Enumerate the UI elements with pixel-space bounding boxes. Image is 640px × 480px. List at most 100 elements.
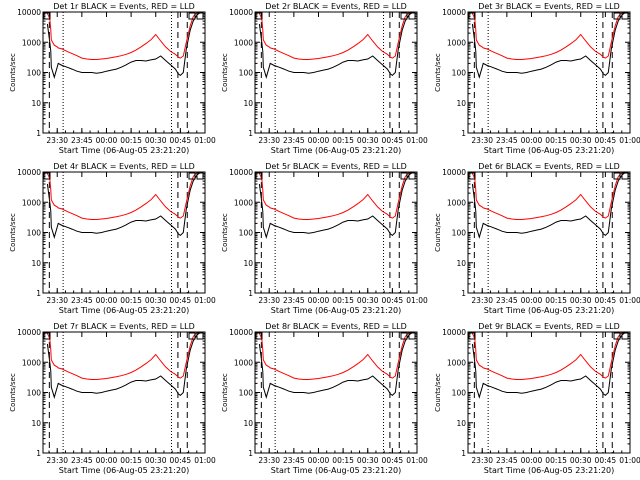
x-tick-label: 00:00	[308, 136, 330, 145]
x-tick-label: 23:45	[71, 296, 93, 305]
x-tick-label: 23:45	[71, 456, 93, 465]
panel-title: Det 7r BLACK = Events, RED = LLD	[53, 322, 195, 331]
flag-marker	[408, 12, 416, 20]
y-tick-label: 10	[31, 419, 41, 428]
series-line-events	[46, 172, 201, 239]
x-tick-label: 00:30	[570, 456, 592, 465]
x-tick-label: 23:30	[46, 456, 68, 465]
flag-marker	[188, 12, 196, 20]
x-tick-label: 23:45	[496, 136, 518, 145]
flag-marker	[613, 172, 621, 180]
series-line-events	[258, 172, 413, 239]
x-tick-label: 23:30	[471, 296, 493, 305]
y-tick-label: 10	[243, 259, 253, 268]
y-tick-label: 10000	[17, 8, 41, 17]
flag-marker	[613, 332, 621, 340]
x-tick-label: 23:45	[496, 296, 518, 305]
x-tick-label: 00:15	[332, 136, 354, 145]
panel-5: Det 5r BLACK = Events, RED = LLD 1 10 100 10…	[221, 162, 428, 315]
series-line-events	[471, 332, 626, 399]
x-tick-label: 00:15	[120, 136, 142, 145]
y-tick-label: 10	[456, 99, 466, 108]
y-tick-label: 1000	[234, 358, 253, 367]
series-line-events	[46, 332, 201, 399]
x-axis-label: Start Time (06-Aug-05 23:21:20)	[271, 466, 402, 475]
series-line-events	[471, 172, 626, 239]
x-tick-label: 01:00	[619, 136, 640, 145]
flag-marker	[43, 172, 51, 180]
y-tick-label: 1000	[447, 358, 466, 367]
plot-frame	[254, 171, 418, 294]
y-tick-label: 1000	[22, 198, 41, 207]
x-tick-label: 00:45	[170, 296, 192, 305]
panel-title: Det 3r BLACK = Events, RED = LLD	[478, 2, 620, 11]
x-tick-label: 00:00	[521, 296, 543, 305]
x-axis-label: Start Time (06-Aug-05 23:21:20)	[484, 146, 615, 155]
panel-1: Det 1r BLACK = Events, RED = LLD 1 10 100 10…	[9, 2, 216, 155]
plot-frame	[467, 171, 631, 294]
series-line-events	[258, 12, 413, 79]
x-tick-label: 00:15	[332, 456, 354, 465]
x-tick-label: 00:00	[308, 296, 330, 305]
y-tick-label: 10	[31, 259, 41, 268]
flag-marker	[43, 332, 51, 340]
x-tick-label: 01:00	[406, 136, 428, 145]
flag-marker	[400, 172, 408, 180]
x-tick-label: 00:30	[145, 136, 167, 145]
y-axis-label: Counts/sec	[221, 53, 229, 92]
y-tick-label: 100	[27, 69, 42, 78]
x-axis-label: Start Time (06-Aug-05 23:21:20)	[59, 146, 190, 155]
x-tick-label: 00:45	[170, 136, 192, 145]
y-tick-label: 1000	[447, 198, 466, 207]
series-line-lld	[46, 12, 201, 60]
y-tick-label: 1000	[447, 38, 466, 47]
x-tick-label: 01:00	[619, 456, 640, 465]
y-tick-label: 1000	[22, 358, 41, 367]
plot-frame	[254, 11, 418, 134]
x-tick-label: 00:30	[357, 136, 379, 145]
x-tick-label: 23:30	[258, 296, 280, 305]
y-tick-label: 10000	[442, 8, 466, 17]
x-tick-label: 00:00	[96, 456, 118, 465]
x-tick-label: 00:00	[96, 296, 118, 305]
y-tick-label: 10000	[229, 168, 253, 177]
x-tick-label: 01:00	[406, 296, 428, 305]
x-tick-label: 01:00	[406, 456, 428, 465]
panel-7: Det 7r BLACK = Events, RED = LLD 1 10 100 10…	[9, 322, 216, 475]
flag-marker	[621, 332, 629, 340]
y-tick-label: 100	[452, 69, 467, 78]
panel-title: Det 2r BLACK = Events, RED = LLD	[265, 2, 407, 11]
y-axis-label: Counts/sec	[434, 373, 442, 412]
flag-marker	[468, 332, 476, 340]
x-tick-label: 00:45	[595, 296, 617, 305]
x-axis-label: Start Time (06-Aug-05 23:21:20)	[484, 466, 615, 475]
y-tick-label: 100	[452, 389, 467, 398]
x-tick-label: 00:00	[521, 456, 543, 465]
flag-marker	[188, 332, 196, 340]
y-tick-label: 1	[36, 449, 41, 458]
series-line-events	[258, 332, 413, 399]
y-tick-label: 10	[456, 259, 466, 268]
flag-marker	[196, 172, 204, 180]
plot-frame	[467, 11, 631, 134]
flag-marker	[400, 12, 408, 20]
y-tick-label: 1	[36, 129, 41, 138]
x-axis-label: Start Time (06-Aug-05 23:21:20)	[271, 306, 402, 315]
series-line-lld	[46, 172, 201, 220]
x-tick-label: 23:45	[283, 456, 305, 465]
x-tick-label: 00:30	[145, 296, 167, 305]
y-tick-label: 10	[243, 419, 253, 428]
x-tick-label: 23:30	[471, 456, 493, 465]
x-tick-label: 23:30	[258, 136, 280, 145]
x-tick-label: 01:00	[619, 296, 640, 305]
series-line-lld	[46, 332, 201, 380]
panel-title: Det 8r BLACK = Events, RED = LLD	[265, 322, 407, 331]
flag-marker	[613, 12, 621, 20]
x-axis-label: Start Time (06-Aug-05 23:21:20)	[271, 146, 402, 155]
x-tick-label: 00:15	[120, 456, 142, 465]
y-tick-label: 10000	[17, 328, 41, 337]
y-tick-label: 10000	[442, 168, 466, 177]
flag-marker	[400, 332, 408, 340]
panel-9: Det 9r BLACK = Events, RED = LLD 1 10 100 10…	[434, 322, 640, 475]
